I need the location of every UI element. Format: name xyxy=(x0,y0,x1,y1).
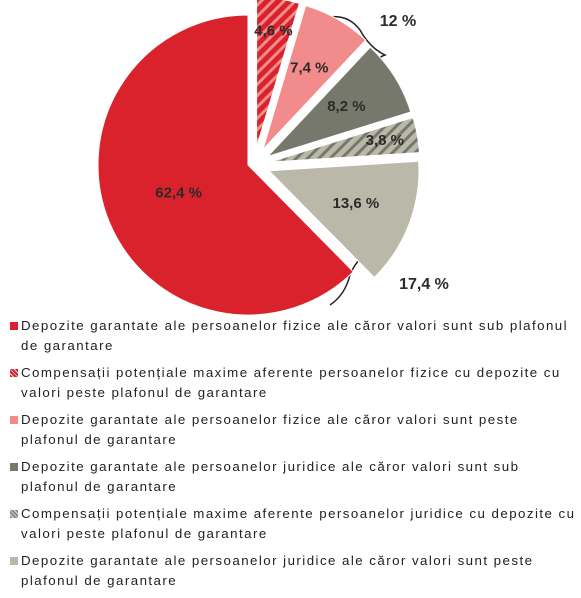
pie-slice xyxy=(269,116,420,163)
legend-label: Compensații potențiale maxime aferente p… xyxy=(21,365,561,400)
legend-item: Depozite garantate ale persoanelor fizic… xyxy=(10,410,578,450)
legend-item: Compensații potențiale maxime aferente p… xyxy=(10,504,578,544)
legend-swatch xyxy=(10,463,18,471)
pie-slice xyxy=(97,14,355,316)
legend-label: Depozite garantate ale persoanelor jurid… xyxy=(21,459,520,494)
data-label: 7,4 % xyxy=(290,60,328,77)
legend: Depozite garantate ale persoanelor fizic… xyxy=(10,316,578,598)
page: 12 % 17,4 % 62,4 % 4,6 % 7,4 % 8,2 % 3,8 % 13… xyxy=(10,0,575,588)
data-label: 62,4 % xyxy=(155,184,202,201)
pie-slice xyxy=(262,4,367,150)
legend-label: Depozite garantate ale persoanelor fizic… xyxy=(21,412,519,447)
annotation: 12 % xyxy=(380,13,416,30)
legend-label: Compensații potențiale maxime aferente p… xyxy=(21,506,576,541)
chart: 12 % 17,4 % 62,4 % 4,6 % 7,4 % 8,2 %3,8 % 13… xyxy=(97,0,449,316)
legend-swatch xyxy=(10,510,18,518)
legend-swatch xyxy=(10,369,18,377)
legend-swatch xyxy=(10,416,18,424)
legend-swatch xyxy=(10,322,18,330)
legend-item: Depozite garantate ale persoanelor fizic… xyxy=(10,316,578,356)
annotation: 17,4 % xyxy=(399,276,449,293)
data-label: 4,6 % xyxy=(254,22,292,39)
pie-slice xyxy=(265,46,412,158)
data-label: 3,8 % xyxy=(366,132,404,149)
legend-swatch xyxy=(10,557,18,565)
legend-label: Depozite garantate ale persoanelor fizic… xyxy=(21,318,569,353)
data-label: 13,6 % xyxy=(332,195,379,212)
legend-item: Compensații potențiale maxime aferente p… xyxy=(10,363,578,403)
legend-item: Depozite garantate ale persoanelor jurid… xyxy=(10,551,578,591)
pie-slice xyxy=(267,160,420,279)
legend-label: Depozite garantate ale persoanelor jurid… xyxy=(21,553,534,588)
legend-item: Depozite garantate ale persoanelor jurid… xyxy=(10,457,578,497)
pie-slice xyxy=(256,0,300,148)
data-label: 8,2 % xyxy=(327,98,365,115)
